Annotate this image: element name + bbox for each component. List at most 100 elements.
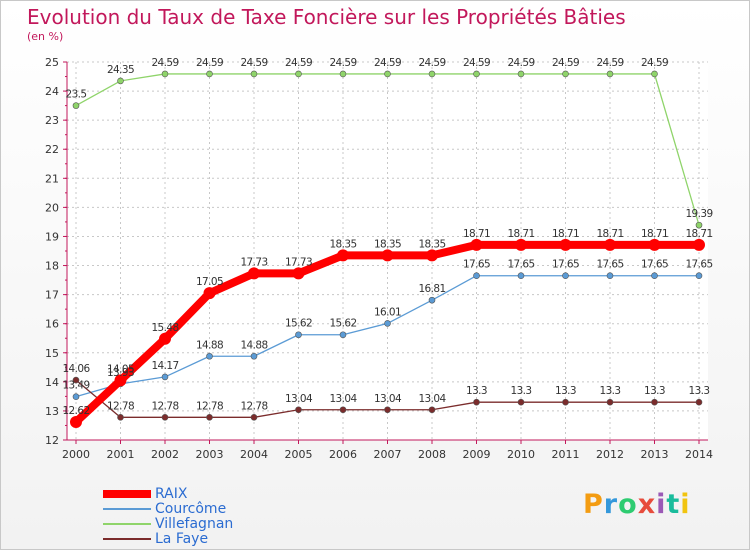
- data-point: [562, 398, 569, 406]
- data-label: 13.04: [418, 393, 446, 405]
- data-point: [517, 70, 525, 78]
- data-point: [161, 414, 169, 421]
- data-point: [384, 320, 391, 327]
- data-point: [517, 272, 525, 280]
- data-label: 12.78: [151, 400, 178, 412]
- x-tick-label: 2003: [196, 448, 224, 461]
- data-label: 18.71: [507, 228, 534, 240]
- logo-letter: i: [680, 489, 691, 520]
- data-point: [295, 406, 302, 414]
- data-label: 12.78: [107, 400, 134, 412]
- x-tick-label: 2010: [507, 448, 535, 461]
- y-tick-label: 17: [45, 289, 59, 302]
- data-point: [339, 331, 347, 339]
- data-point: [339, 406, 347, 414]
- data-point: [695, 221, 703, 229]
- data-point: [250, 352, 258, 360]
- legend-label: Villefagnan: [155, 516, 234, 532]
- data-point: [295, 331, 302, 339]
- x-tick-label: 2004: [240, 448, 268, 461]
- data-point: [515, 238, 527, 251]
- data-point: [428, 406, 436, 414]
- x-tick-label: 2008: [418, 448, 446, 461]
- data-label: 12.78: [240, 400, 267, 412]
- data-point: [473, 272, 480, 280]
- legend-swatch: [103, 508, 151, 510]
- y-tick-label: 18: [45, 260, 59, 273]
- logo-letter: i: [656, 489, 667, 520]
- data-label: 24.59: [240, 57, 267, 69]
- data-point: [292, 267, 305, 280]
- data-label: 12.78: [196, 400, 223, 412]
- data-point: [693, 238, 705, 251]
- data-point: [72, 376, 80, 384]
- data-label: 18.71: [552, 228, 579, 240]
- data-point: [203, 287, 216, 300]
- logo-letter: P: [583, 489, 604, 520]
- proxiti-logo: Proxiti: [583, 489, 691, 520]
- data-label: 15.62: [285, 318, 312, 330]
- x-tick-label: 2000: [62, 448, 90, 461]
- data-point: [337, 249, 349, 262]
- data-label: 24.59: [463, 57, 490, 69]
- data-point: [604, 238, 616, 251]
- y-tick-label: 16: [45, 318, 59, 331]
- data-label: 14.88: [240, 339, 267, 351]
- data-label: 17.05: [196, 276, 223, 288]
- logo-letter: x: [637, 489, 657, 520]
- data-point: [159, 332, 171, 345]
- data-label: 13.3: [600, 385, 621, 397]
- data-point: [70, 415, 82, 428]
- data-label: 17.65: [552, 259, 579, 271]
- data-point: [648, 238, 661, 251]
- x-tick-label: 2005: [285, 448, 313, 461]
- data-label: 14.17: [151, 360, 178, 372]
- data-label: 18.35: [418, 238, 445, 250]
- data-point: [295, 70, 302, 78]
- data-point: [651, 70, 658, 78]
- data-label: 13.04: [285, 393, 313, 405]
- y-tick-label: 25: [45, 56, 59, 69]
- data-point: [117, 77, 124, 85]
- y-tick-label: 21: [45, 172, 59, 185]
- y-tick-label: 23: [45, 114, 59, 127]
- y-tick-label: 13: [45, 405, 59, 418]
- data-label: 13.3: [555, 385, 576, 397]
- data-label: 18.35: [374, 238, 401, 250]
- x-tick-label: 2001: [107, 448, 135, 461]
- data-point: [384, 70, 391, 78]
- data-point: [651, 398, 658, 406]
- data-label: 13.04: [329, 393, 357, 405]
- data-label: 24.59: [596, 57, 623, 69]
- data-point: [72, 393, 80, 400]
- data-label: 24.59: [507, 57, 534, 69]
- x-tick-label: 2011: [552, 448, 580, 461]
- data-label: 18.71: [463, 228, 490, 240]
- data-point: [606, 272, 614, 280]
- y-tick-label: 15: [45, 347, 59, 360]
- legend-swatch: [103, 538, 151, 540]
- data-point: [695, 272, 703, 280]
- data-label: 14.06: [62, 363, 90, 375]
- data-point: [695, 398, 703, 406]
- data-point: [161, 70, 169, 78]
- data-point: [161, 373, 169, 381]
- data-label: 24.35: [107, 64, 134, 76]
- data-label: 17.65: [507, 259, 534, 271]
- data-point: [426, 249, 438, 262]
- y-tick-label: 22: [45, 143, 59, 156]
- data-label: 17.65: [641, 259, 668, 271]
- data-point: [473, 398, 480, 406]
- data-label: 13.3: [689, 385, 710, 397]
- data-label: 16.81: [418, 283, 445, 295]
- data-point: [206, 70, 213, 78]
- x-tick-label: 2007: [374, 448, 402, 461]
- data-label: 24.59: [329, 57, 356, 69]
- y-tick-label: 12: [45, 434, 59, 447]
- data-point: [117, 414, 124, 421]
- legend-label: Courcôme: [155, 501, 227, 517]
- data-point: [470, 238, 483, 251]
- data-label: 18.35: [329, 238, 356, 250]
